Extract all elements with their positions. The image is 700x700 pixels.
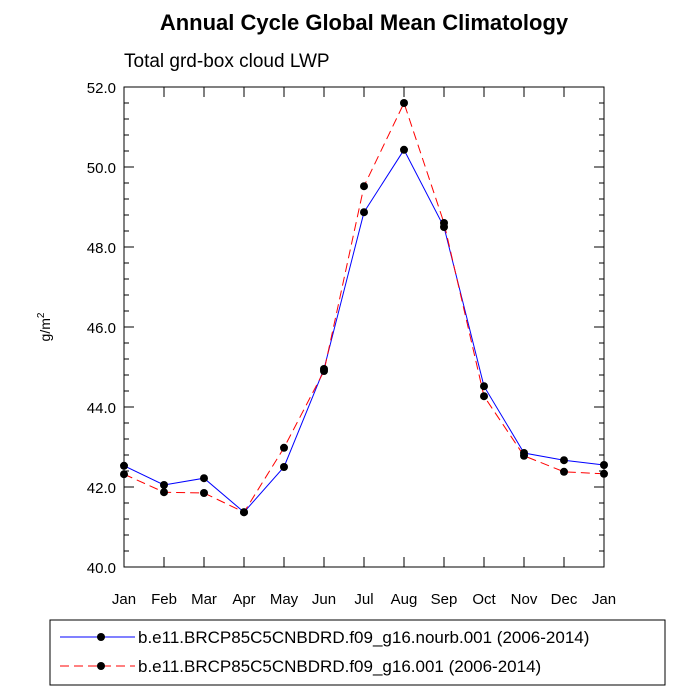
x-tick-label: Jul <box>354 591 373 608</box>
series-line-1 <box>123 148 605 513</box>
series-1-point <box>560 456 568 465</box>
y-axis-label-text: g/m <box>37 318 53 341</box>
series-2-point <box>440 219 448 227</box>
x-tick-label: Jun <box>312 591 336 608</box>
series-2-point <box>280 443 288 452</box>
series-2-point <box>160 488 168 497</box>
x-tick-label: Jan <box>592 591 616 608</box>
series-1-point <box>280 463 288 471</box>
y-tick-label: 48.0 <box>87 240 116 257</box>
y-tick-label: 50.0 <box>87 160 116 177</box>
x-tick-label: Feb <box>151 591 177 608</box>
series-layer <box>120 99 608 517</box>
series-2-point <box>600 469 608 478</box>
legend: b.e11.BRCP85C5CNBDRD.f09_g16.nourb.001 (… <box>60 628 589 676</box>
y-axis-label-superscript: 2 <box>36 312 47 318</box>
series-2-point <box>200 489 208 497</box>
legend-box <box>49 619 666 686</box>
y-tick-label: 44.0 <box>87 400 116 417</box>
series-1-point <box>160 481 168 489</box>
y-axis: 40.0 42.0 44.0 46.0 48.0 50.0 52.0 <box>87 80 604 577</box>
y-axis-label: g/m2 <box>36 312 53 341</box>
series-2-point <box>320 367 328 375</box>
legend-marker-2 <box>97 662 105 670</box>
y-tick-label: 40.0 <box>87 560 116 577</box>
x-tick-label: Aug <box>391 591 418 608</box>
series-2-point <box>560 467 568 476</box>
legend-marker-1 <box>97 633 105 641</box>
series-1-point <box>480 382 488 391</box>
plot-frame <box>123 86 605 568</box>
x-tick-label: Nov <box>511 591 538 608</box>
legend-label-1: b.e11.BRCP85C5CNBDRD.f09_g16.nourb.001 (… <box>138 628 589 647</box>
legend-label-2: b.e11.BRCP85C5CNBDRD.f09_g16.001 (2006-2… <box>138 657 541 676</box>
series-2-point <box>480 392 488 401</box>
series-1-point <box>120 461 128 470</box>
svg-text:g/m2: g/m2 <box>36 312 53 341</box>
x-tick-label: Jan <box>112 591 136 608</box>
y-tick-label: 46.0 <box>87 320 116 337</box>
x-tick-label: May <box>270 591 299 608</box>
series-1-point <box>200 474 208 483</box>
series-1-point <box>600 461 608 469</box>
x-tick-label: Sep <box>431 591 458 608</box>
x-tick-label: Dec <box>551 591 578 608</box>
x-tick-label: Mar <box>191 591 217 608</box>
x-tick-label: Oct <box>472 591 496 608</box>
series-1-point <box>360 208 368 217</box>
series-2-point <box>520 451 528 460</box>
x-tick-label: Apr <box>232 591 255 608</box>
series-2-point <box>360 182 368 191</box>
y-tick-label: 42.0 <box>87 480 116 497</box>
chart-subtitle: Total grd-box cloud LWP <box>124 51 330 72</box>
y-tick-label: 52.0 <box>87 80 116 97</box>
chart-title: Annual Cycle Global Mean Climatology <box>160 10 569 35</box>
series-1-point <box>400 145 408 154</box>
series-line-2 <box>123 101 605 513</box>
series-2-point <box>240 508 248 517</box>
series-2-point <box>400 99 408 107</box>
x-axis: Jan Feb Mar Apr May Jun Jul Aug Sep Oct Nov Dec Jan <box>112 87 616 608</box>
series-2-point <box>120 470 128 479</box>
